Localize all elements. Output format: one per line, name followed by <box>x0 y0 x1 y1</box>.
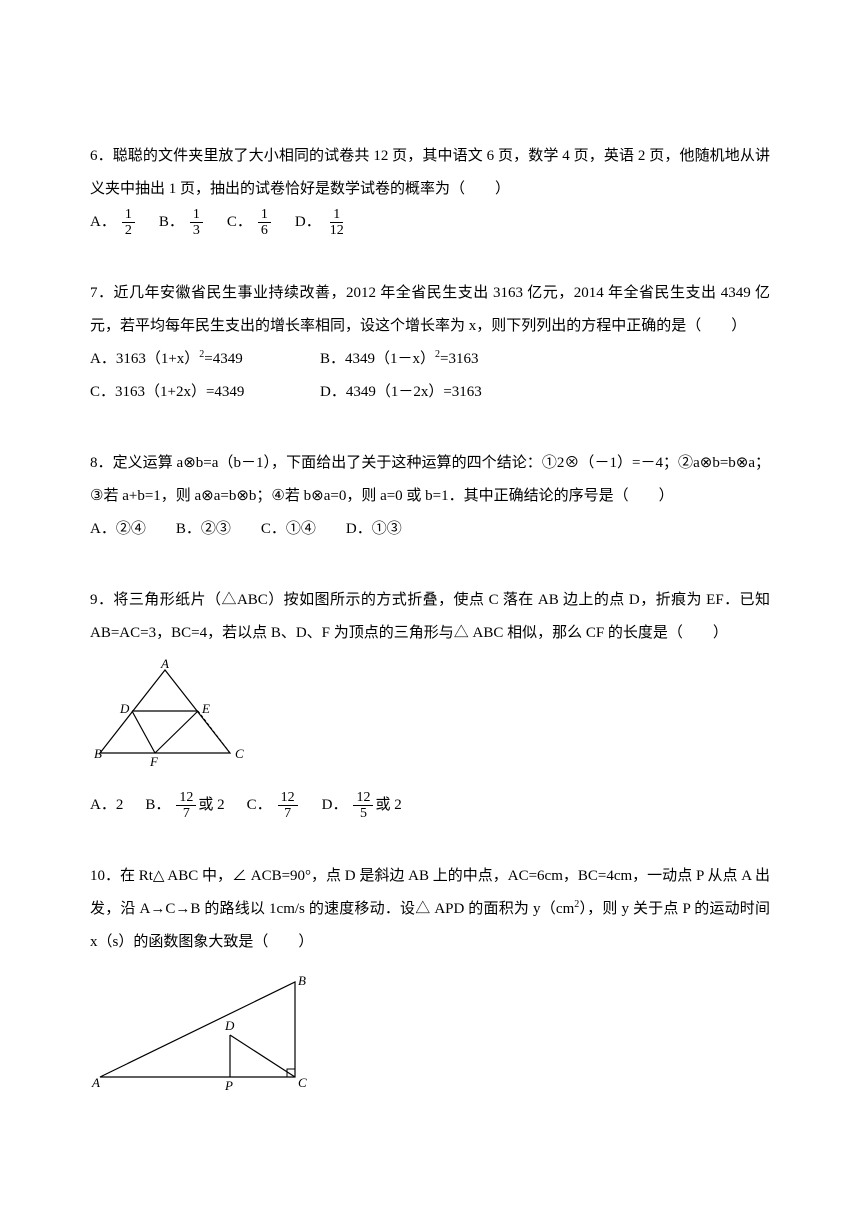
q9-option-c: C． 12 7 <box>247 789 300 822</box>
svg-text:B: B <box>94 746 102 761</box>
q9-figure: A B C D E F <box>90 658 770 781</box>
q7-option-c: C．3163（1+2x）=4349 <box>90 376 320 409</box>
question-10: 10．在 Rt△ ABC 中，∠ ACB=90°，点 D 是斜边 AB 上的中点… <box>90 860 770 1105</box>
svg-text:A: A <box>91 1075 100 1090</box>
q9-options: A．2 B． 12 7 或 2 C． 12 7 D． 12 5 或 2 <box>90 789 770 822</box>
q9-option-d: D． 12 5 或 2 <box>322 789 402 822</box>
q7-options: A．3163（1+x）2=4349 B．4349（1－x）2=3163 C．31… <box>90 343 770 409</box>
question-9: 9．将三角形纸片（△ABC）按如图所示的方式折叠，使点 C 落在 AB 边上的点… <box>90 584 770 822</box>
q6-option-d: D． 1 12 <box>295 206 349 239</box>
svg-text:D: D <box>224 1018 235 1033</box>
q8-option-a: A．②④ <box>90 513 146 546</box>
q6-option-b: B． 1 3 <box>159 206 205 239</box>
svg-text:D: D <box>119 701 130 716</box>
right-triangle-icon: A B C D P <box>90 967 320 1092</box>
fraction-icon: 12 7 <box>176 790 196 822</box>
q9-option-b: B． 12 7 或 2 <box>145 789 224 822</box>
svg-text:E: E <box>201 701 210 716</box>
triangle-fold-icon: A B C D E F <box>90 658 250 768</box>
q10-figure: A B C D P <box>90 967 770 1105</box>
q8-options: A．②④ B．②③ C．①④ D．①③ <box>90 513 770 546</box>
svg-text:A: A <box>160 658 169 671</box>
q6-option-c: C． 1 6 <box>227 206 273 239</box>
q7-option-b: B．4349（1－x）2=3163 <box>320 343 550 376</box>
question-8: 8．定义运算 a⊗b=a（b－1），下面给出了关于这种运算的四个结论：①2⊗（－… <box>90 447 770 546</box>
question-7: 7．近几年安徽省民生事业持续改善，2012 年全省民生支出 3163 亿元，20… <box>90 277 770 409</box>
fraction-icon: 12 7 <box>278 790 298 822</box>
q8-option-c: C．①④ <box>261 513 316 546</box>
q9-option-a: A．2 <box>90 789 123 822</box>
fraction-icon: 1 3 <box>190 207 203 239</box>
fraction-icon: 1 6 <box>258 207 271 239</box>
q7-option-d: D．4349（1－2x）=3163 <box>320 376 550 409</box>
question-6: 6．聪聪的文件夹里放了大小相同的试卷共 12 页，其中语文 6 页，数学 4 页… <box>90 140 770 239</box>
svg-text:P: P <box>224 1078 233 1092</box>
fraction-icon: 12 5 <box>353 790 373 822</box>
q7-option-a: A．3163（1+x）2=4349 <box>90 343 320 376</box>
q8-option-b: B．②③ <box>176 513 231 546</box>
q9-text: 9．将三角形纸片（△ABC）按如图所示的方式折叠，使点 C 落在 AB 边上的点… <box>90 584 770 650</box>
q8-text: 8．定义运算 a⊗b=a（b－1），下面给出了关于这种运算的四个结论：①2⊗（－… <box>90 447 770 513</box>
q7-text: 7．近几年安徽省民生事业持续改善，2012 年全省民生支出 3163 亿元，20… <box>90 277 770 343</box>
svg-text:B: B <box>298 973 306 988</box>
q6-options: A． 1 2 B． 1 3 C． 1 6 D． 1 12 <box>90 206 770 239</box>
fraction-icon: 1 2 <box>122 207 135 239</box>
svg-text:C: C <box>298 1075 307 1090</box>
q8-option-d: D．①③ <box>346 513 402 546</box>
svg-text:F: F <box>149 754 159 768</box>
q6-text: 6．聪聪的文件夹里放了大小相同的试卷共 12 页，其中语文 6 页，数学 4 页… <box>90 140 770 206</box>
svg-text:C: C <box>235 746 244 761</box>
fraction-icon: 1 12 <box>327 207 347 239</box>
q6-option-a: A． 1 2 <box>90 206 137 239</box>
q10-text: 10．在 Rt△ ABC 中，∠ ACB=90°，点 D 是斜边 AB 上的中点… <box>90 860 770 959</box>
